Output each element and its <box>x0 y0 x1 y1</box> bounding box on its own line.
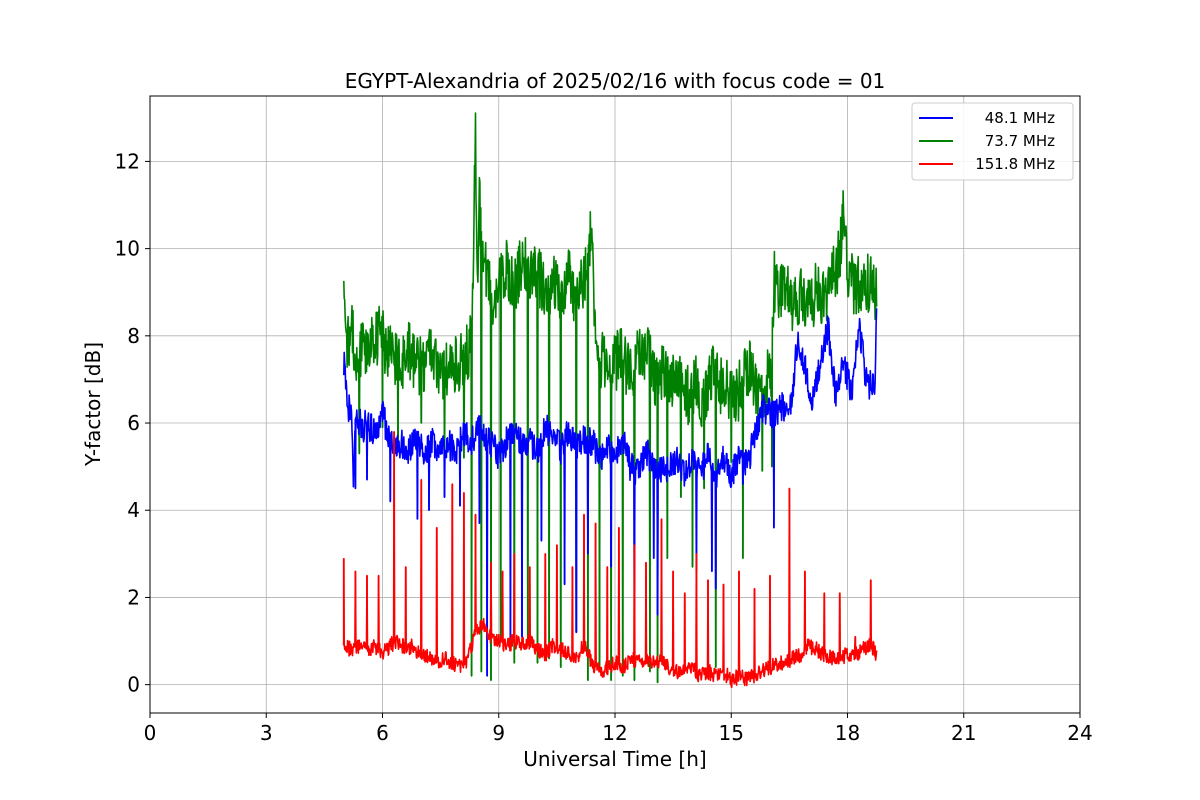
y-axis-ticks: 0 2 4 6 8 10 12 <box>115 149 150 697</box>
chart-title: EGYPT-Alexandria of 2025/02/16 with focu… <box>345 69 886 93</box>
x-axis-label: Universal Time [h] <box>523 747 706 771</box>
series-line-48-1-mhz <box>343 308 878 677</box>
series-48-1-mhz <box>343 308 878 677</box>
x-tick-label: 12 <box>602 721 627 745</box>
x-tick-label: 9 <box>492 721 505 745</box>
y-tick-label: 8 <box>127 324 140 348</box>
y-tick-label: 6 <box>127 411 140 435</box>
series-151-8-mhz <box>342 431 878 689</box>
y-tick-label: 2 <box>127 585 140 609</box>
x-tick-label: 21 <box>951 721 976 745</box>
y-tick-label: 4 <box>127 498 140 522</box>
legend-label-73-7-mhz: 73.7 MHz <box>985 132 1055 150</box>
y-axis-label: Y-factor [dB] <box>81 342 105 467</box>
legend-label-48-1-mhz: 48.1 MHz <box>985 109 1055 127</box>
x-axis-ticks: 0 3 6 9 12 15 18 21 24 <box>144 713 1093 745</box>
series-line-73-7-mhz <box>343 112 878 684</box>
x-tick-label: 6 <box>376 721 389 745</box>
x-tick-label: 0 <box>144 721 157 745</box>
legend-box <box>911 102 1074 181</box>
y-tick-label: 0 <box>127 673 140 697</box>
legend: 48.1 MHz 73.7 MHz 151.8 MHz <box>911 102 1074 181</box>
x-tick-label: 18 <box>835 721 860 745</box>
y-tick-label: 12 <box>115 149 140 173</box>
y-tick-label: 10 <box>115 237 140 261</box>
x-tick-label: 3 <box>260 721 273 745</box>
series-group <box>342 112 878 689</box>
series-line-151-8-mhz <box>343 431 878 689</box>
legend-label-151-8-mhz: 151.8 MHz <box>975 155 1055 173</box>
x-tick-label: 24 <box>1067 721 1092 745</box>
x-tick-label: 15 <box>719 721 744 745</box>
